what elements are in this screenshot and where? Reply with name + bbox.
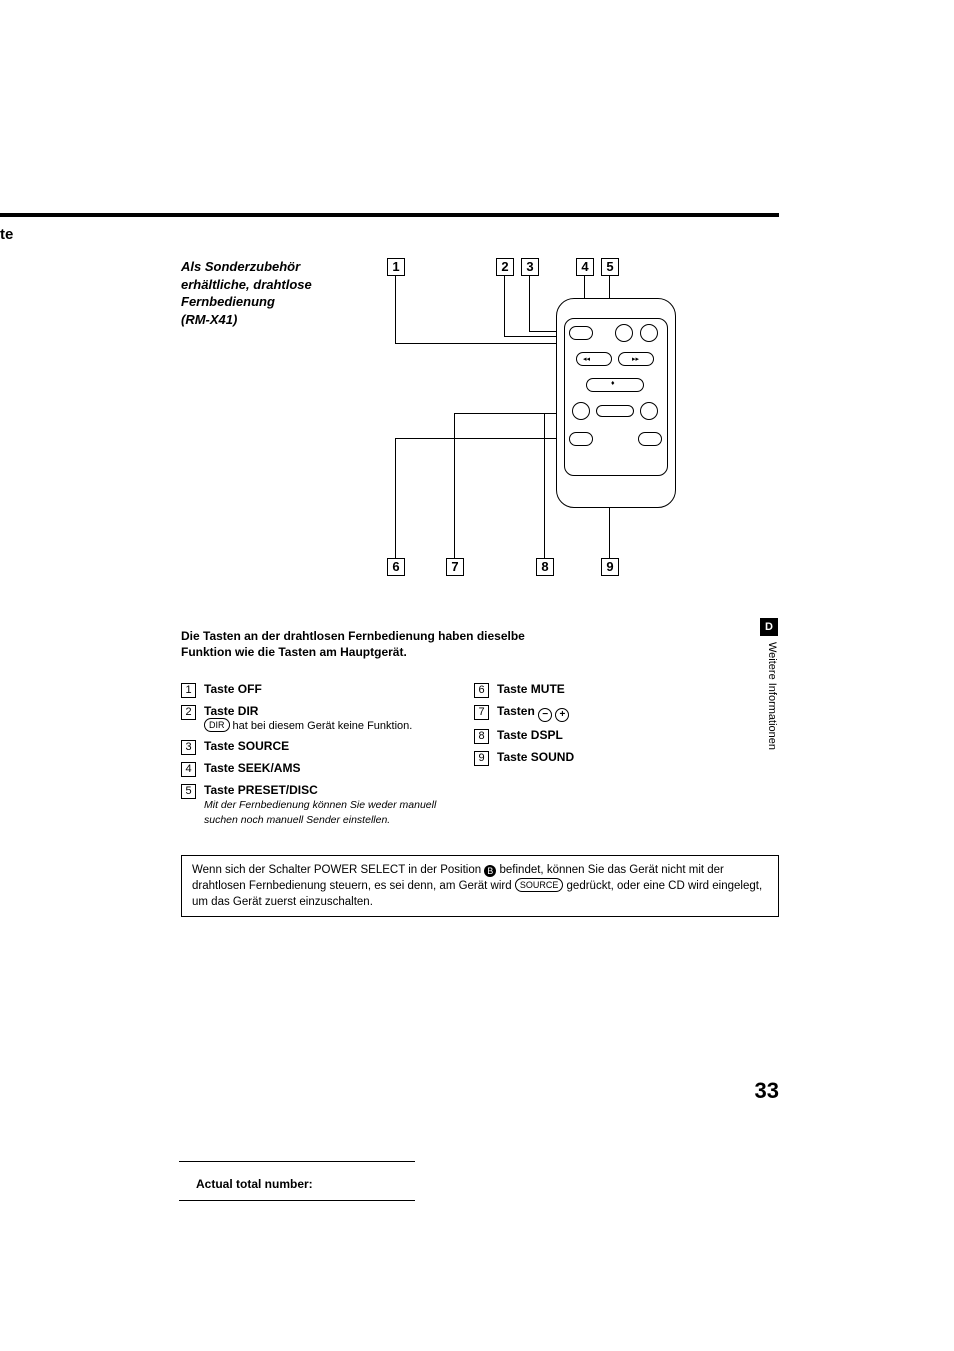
callout-3: 3 — [521, 258, 539, 276]
b-marker-icon: B — [484, 865, 496, 877]
leader — [544, 413, 545, 558]
item-number: 3 — [181, 740, 196, 755]
callout-9: 9 — [601, 558, 619, 576]
item-title: Taste SEEK/AMS — [204, 761, 300, 775]
dir-key-icon: DIR — [204, 718, 230, 732]
title-line: Fernbedienung — [181, 294, 275, 309]
item-number: 1 — [181, 683, 196, 698]
remote-diagram: 1 2 3 4 5 6 7 8 9 — [381, 258, 779, 588]
minus-icon: − — [538, 708, 552, 722]
list-item: 2 Taste DIR DIR hat bei diesem Gerät kei… — [181, 704, 461, 733]
item-title: Taste SOUND — [497, 750, 574, 764]
leader — [395, 276, 396, 343]
callout-4: 4 — [576, 258, 594, 276]
title-line: erhältliche, drahtlose — [181, 277, 312, 292]
item-number: 2 — [181, 705, 196, 720]
remote-body: ◂◂ ▸▸ ♦ — [556, 298, 676, 508]
list-item: 3 Taste SOURCE — [181, 739, 461, 755]
item-note: DIR hat bei diesem Gerät keine Funktion. — [204, 720, 412, 732]
item-number: 5 — [181, 784, 196, 799]
list-item: 1 Taste OFF — [181, 682, 461, 698]
leader — [395, 438, 396, 558]
item-note: Mit der Fernbedienung können Sie weder m… — [204, 799, 436, 826]
callout-5: 5 — [601, 258, 619, 276]
title-block: Als Sonderzubehör erhältliche, drahtlose… — [181, 258, 361, 328]
section-tab: D — [760, 618, 778, 636]
callout-2: 2 — [496, 258, 514, 276]
item-number: 9 — [474, 751, 489, 766]
source-key-icon: SOURCE — [515, 878, 564, 892]
callout-7: 7 — [446, 558, 464, 576]
note-box: Wenn sich der Schalter POWER SELECT in d… — [181, 855, 779, 917]
title-line: Als Sonderzubehör — [181, 259, 300, 274]
top-rule — [0, 213, 779, 217]
item-number: 6 — [474, 683, 489, 698]
list-item: 5 Taste PRESET/DISC Mit der Fernbedienun… — [181, 783, 461, 827]
callout-6: 6 — [387, 558, 405, 576]
cutoff-header: te — [0, 226, 13, 243]
item-title: Tasten − + — [497, 704, 569, 718]
callout-8: 8 — [536, 558, 554, 576]
leader — [504, 276, 505, 336]
page-number: 33 — [755, 1078, 779, 1104]
leader — [395, 438, 572, 439]
list-item: 7 Tasten − + — [474, 704, 754, 722]
item-title: Taste DSPL — [497, 728, 563, 742]
title-line: (RM-X41) — [181, 312, 237, 327]
footer-rule — [179, 1200, 415, 1201]
item-title: Taste PRESET/DISC — [204, 783, 318, 797]
footer-text: Actual total number: — [196, 1177, 313, 1191]
list-item: 4 Taste SEEK/AMS — [181, 761, 461, 777]
leader — [529, 276, 530, 331]
item-title: Taste MUTE — [497, 682, 565, 696]
leader — [454, 413, 455, 558]
note-text: Wenn sich der Schalter POWER SELECT in d… — [192, 864, 484, 876]
item-number: 4 — [181, 762, 196, 777]
list-item: 8 Taste DSPL — [474, 728, 754, 744]
section-label: Weitere Informationen — [766, 642, 778, 750]
item-title: Taste OFF — [204, 682, 262, 696]
item-title: Taste DIR — [204, 704, 258, 718]
item-title: Taste SOURCE — [204, 739, 289, 753]
plus-icon: + — [555, 708, 569, 722]
list-item: 9 Taste SOUND — [474, 750, 754, 766]
button-list-right: 6 Taste MUTE 7 Tasten − + 8 Taste DSPL 9… — [474, 682, 754, 772]
button-list-left: 1 Taste OFF 2 Taste DIR DIR hat bei dies… — [181, 682, 461, 834]
leader — [395, 343, 572, 344]
intro-text: Die Tasten an der drahtlosen Fernbedienu… — [181, 628, 571, 660]
callout-1: 1 — [387, 258, 405, 276]
item-number: 8 — [474, 729, 489, 744]
item-number: 7 — [474, 705, 489, 720]
footer-rule — [179, 1161, 415, 1162]
list-item: 6 Taste MUTE — [474, 682, 754, 698]
